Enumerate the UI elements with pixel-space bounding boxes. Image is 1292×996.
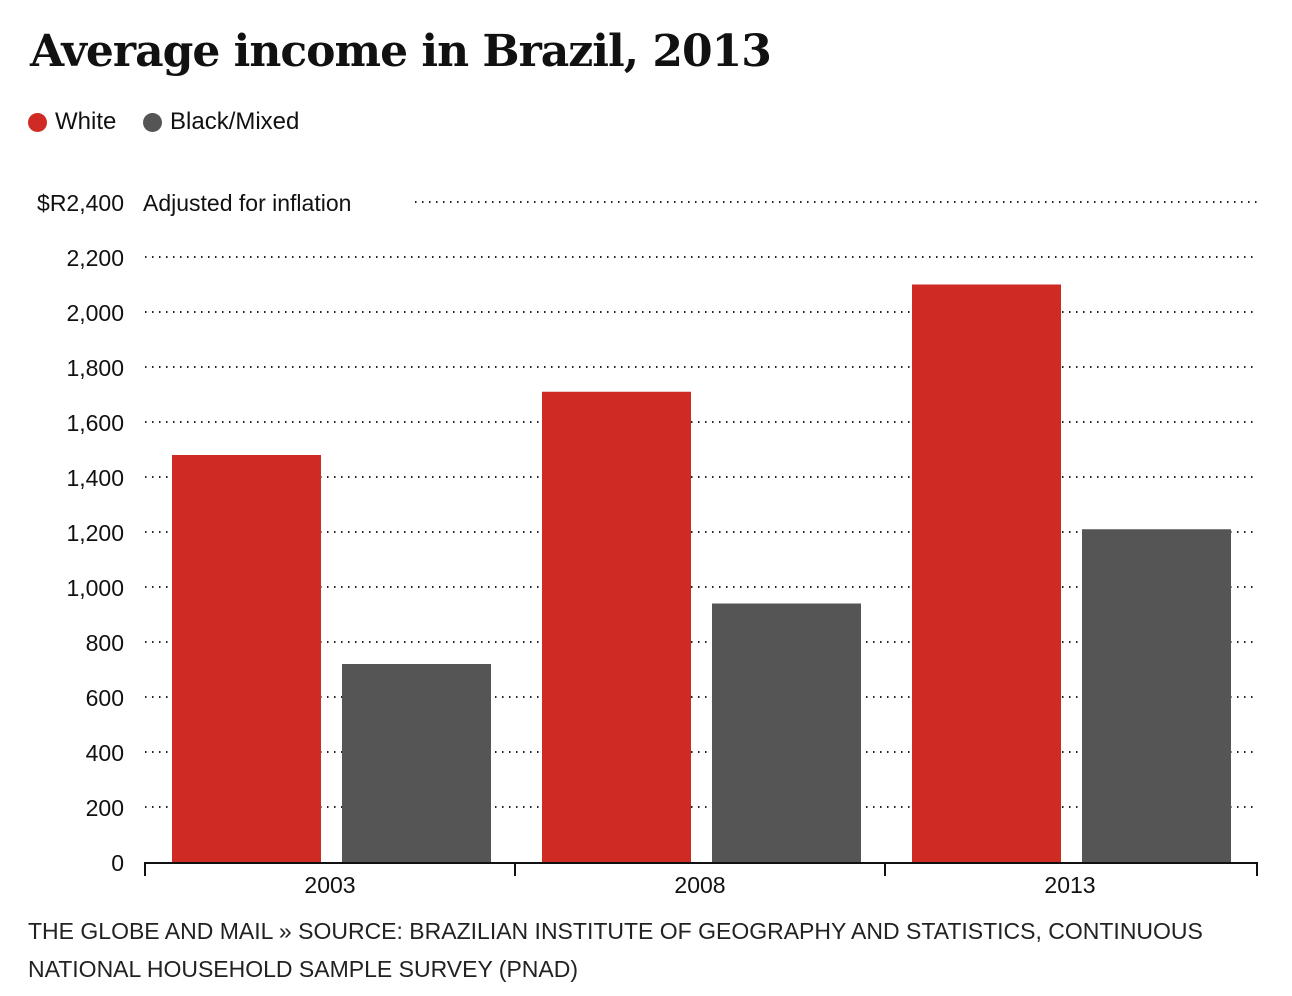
legend-label-black-mixed: Black/Mixed <box>170 108 300 135</box>
y-axis-label: Adjusted for inflation <box>143 190 351 216</box>
y-tick-label: 1,000 <box>66 575 124 601</box>
legend-item-black-mixed: Black/Mixed <box>143 108 299 136</box>
y-tick-label: 1,200 <box>66 520 124 546</box>
x-tick-label: 2003 <box>304 872 355 898</box>
y-tick-label: 800 <box>86 630 124 656</box>
bar-white-2003 <box>172 455 321 862</box>
legend-item-white: White <box>28 108 116 136</box>
y-tick-label: 1,400 <box>66 465 124 491</box>
y-tick-label: 600 <box>86 685 124 711</box>
bar-black-mixed-2003 <box>342 664 491 862</box>
y-tick-label: 2,000 <box>66 300 124 326</box>
source-note: THE GLOBE AND MAIL » SOURCE: BRAZILIAN I… <box>28 918 1203 982</box>
y-tick-label: 400 <box>86 740 124 766</box>
y-tick-label: 2,200 <box>66 245 124 271</box>
y-tick-label: 1,600 <box>66 410 124 436</box>
y-tick-label: 200 <box>86 795 124 821</box>
legend-label-white: White <box>55 108 117 135</box>
x-tick-label: 2013 <box>1044 872 1095 898</box>
bar-white-2013 <box>912 284 1061 862</box>
chart-title: Average income in Brazil, 2013 <box>30 26 772 77</box>
legend-swatch-white <box>28 112 47 132</box>
legend-swatch-black-mixed <box>143 112 162 132</box>
x-tick-label: 2008 <box>674 872 725 898</box>
y-tick-label: 1,800 <box>66 355 124 381</box>
bar-black-mixed-2013 <box>1082 529 1231 862</box>
bar-black-mixed-2008 <box>712 603 861 862</box>
y-tick-label: 0 <box>111 850 124 876</box>
y-tick-label: $R2,400 <box>37 190 124 216</box>
bar-white-2008 <box>542 391 691 862</box>
